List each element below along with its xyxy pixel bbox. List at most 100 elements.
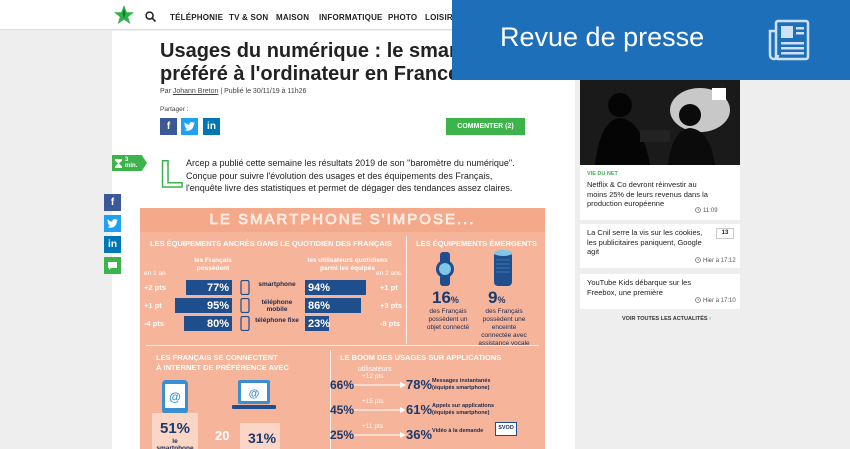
banner: Revue de presse <box>452 0 850 80</box>
emerging-unit: % <box>450 295 459 305</box>
nav-item[interactable]: TÉLÉPHONIE <box>170 13 224 22</box>
search-icon[interactable] <box>145 11 156 22</box>
see-all-text: VOIR TOUTES LES ACTUALITÉS <box>622 316 708 322</box>
after-value: 36% <box>406 427 433 442</box>
device-label: téléphone fixe <box>255 317 299 324</box>
nav-item[interactable]: LOISIRS <box>425 13 459 22</box>
change-label: +15 pts <box>362 398 384 405</box>
owners-value: 80% <box>206 317 229 330</box>
section-heading: LES ÉQUIPEMENTS ANCRÉS DANS LE QUOTIDIEN… <box>150 239 392 248</box>
logo[interactable] <box>113 4 135 26</box>
author[interactable]: Johann Breton <box>172 88 219 95</box>
emerging-unit: % <box>497 295 506 305</box>
emerging-caption: des Français possèdent un objet connecté <box>426 308 470 331</box>
owners-bar: 77% <box>185 280 232 295</box>
owners-label: les Français possèdent <box>194 257 232 272</box>
svg-text:@: @ <box>249 388 260 400</box>
owners-value: 95% <box>206 299 229 312</box>
drop-cap: L <box>159 154 184 196</box>
divider <box>146 345 539 346</box>
byline: Par Johann Breton | Publié le 30/11/19 à… <box>160 88 306 95</box>
device-label: téléphone mobile <box>261 299 293 313</box>
comment-count[interactable]: 13 <box>716 228 734 239</box>
other-value: 20 <box>215 428 230 443</box>
section-heading: À INTERNET DE PRÉFÉRENCE AVEC <box>156 363 289 372</box>
reading-time-unit: min. <box>125 163 138 169</box>
news-category: VIE DU NET <box>587 171 618 177</box>
share-twitter[interactable] <box>181 118 198 135</box>
arrow <box>354 382 406 388</box>
banner-title: Revue de presse <box>500 22 705 52</box>
change-label: -4 pts <box>144 319 165 328</box>
daily-value: 86% <box>308 299 331 312</box>
change-label: +11 pts <box>362 423 384 430</box>
change-label: +1 pt <box>380 283 398 292</box>
watch-icon <box>436 252 454 286</box>
article-title: préféré à l'ordinateur en France <box>160 63 460 85</box>
daily-bar: 23% <box>305 316 331 331</box>
phone-icon: @ <box>162 380 188 414</box>
daily-value: 94% <box>308 281 331 294</box>
before-value: 66% <box>330 378 355 392</box>
share-facebook[interactable]: f <box>160 118 177 135</box>
before-value: 25% <box>330 428 355 442</box>
section-heading: LES FRANÇAIS SE CONNECTENT <box>156 353 278 362</box>
period-label: en 1 an <box>144 270 166 277</box>
see-all-link[interactable]: VOIR TOUTES LES ACTUALITÉS › <box>622 316 711 322</box>
emerging-caption: des Français possèdent une enceinte conn… <box>478 308 530 347</box>
change-label: -8 pts <box>380 319 401 328</box>
lead: Arcep a publié cette semaine les résulta… <box>186 158 515 193</box>
daily-value: 23% <box>308 317 331 330</box>
smartphone-label: le smartphone <box>156 438 194 449</box>
news-time: Hier à 17:12 <box>695 257 842 264</box>
float-share-facebook[interactable]: f <box>104 194 121 211</box>
byline-prefix: Par <box>160 88 171 95</box>
computer-value: 31% <box>248 430 277 446</box>
news-image[interactable] <box>580 80 740 165</box>
float-share-twitter[interactable] <box>104 215 121 232</box>
nav-item[interactable]: TV & SON <box>229 13 269 22</box>
daily-label: les utilisateurs quotidiens parmi les éq… <box>307 257 388 272</box>
nav-item[interactable]: PHOTO <box>388 13 418 22</box>
section-heading: LE BOOM DES USAGES SUR APPLICATIONS <box>340 353 502 362</box>
change-label: +2 pts <box>144 283 166 292</box>
comment-button[interactable]: COMMENTER (2) <box>446 118 525 135</box>
app-label: (équipés smartphone) <box>432 410 490 416</box>
app-badge: SVOD <box>495 422 517 436</box>
nav-item[interactable]: INFORMATIQUE <box>319 13 383 22</box>
speaker-icon <box>494 250 512 286</box>
separator: | <box>220 88 223 95</box>
news-card[interactable] <box>580 224 740 268</box>
image-badge: 2 <box>721 83 725 90</box>
daily-bar: 86% <box>305 298 361 313</box>
reading-time-value: 3 <box>125 157 129 163</box>
device-icon <box>240 316 250 331</box>
share-label: Partager : <box>160 106 189 113</box>
float-comment[interactable] <box>104 257 121 274</box>
app-label: Appels sur applications <box>432 403 495 409</box>
float-share-linkedin[interactable]: in <box>104 236 121 253</box>
news-title[interactable]: YouTube Kids débarque sur les Freebox, u… <box>587 278 692 297</box>
after-value: 61% <box>406 402 433 417</box>
users-label: utilisateurs <box>358 366 392 373</box>
daily-bar: 94% <box>305 280 367 295</box>
nav-item[interactable]: MAISON <box>276 13 310 22</box>
arrow <box>354 432 406 438</box>
device-label: smartphone <box>258 281 296 288</box>
arrow <box>354 407 406 413</box>
infographic: LE SMARTPHONE S'IMPOSE... LES ÉQUIPEMENT… <box>140 208 545 449</box>
app-label: Messages instantanés <box>432 378 491 384</box>
app-label: Vidéo à la demande <box>432 428 484 434</box>
share-linkedin[interactable]: in <box>203 118 220 135</box>
emerging-number: 9 <box>488 288 498 307</box>
news-title[interactable]: La Cnil serre la vis sur les cookies, le… <box>587 228 703 256</box>
news-card[interactable] <box>580 274 740 309</box>
period-label: en 2 ans <box>376 270 401 277</box>
emerging-value: 16% <box>432 288 459 308</box>
owners-bar: 80% <box>184 316 232 331</box>
news-title[interactable]: Netflix & Co devront réinvestir au moins… <box>587 180 708 208</box>
emerging-value: 9% <box>488 288 505 308</box>
news-time: Hier à 17:10 <box>695 297 842 304</box>
news-time: 11:09 <box>695 207 842 214</box>
